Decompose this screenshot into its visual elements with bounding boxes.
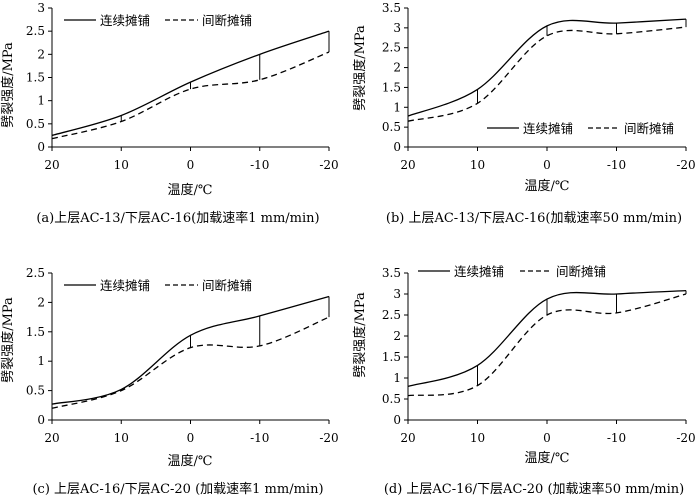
x-tick-label: 20 <box>400 431 415 445</box>
series-line-intermittent <box>407 26 687 122</box>
x-axis-label: 温度/℃ <box>525 450 570 466</box>
legend: 连续摊铺 间断摊铺 <box>64 278 252 293</box>
legend-label-continuous: 连续摊铺 <box>454 264 504 279</box>
y-tick-label: 0.5 <box>26 117 45 131</box>
y-tick-label: 0 <box>37 413 45 427</box>
legend-label-intermittent: 间断摊铺 <box>556 264 606 279</box>
y-tick-label: 0 <box>37 140 45 154</box>
y-tick-label: 3.5 <box>382 266 401 280</box>
legend-label-intermittent: 间断摊铺 <box>202 278 252 293</box>
series-line-continuous <box>51 30 330 137</box>
chart-caption: (d) 上层AC-16/下层AC-20 (加载速率50 mm/min) <box>384 481 684 497</box>
y-axis-label: 劈裂强度/MPa <box>0 42 16 128</box>
x-axis-label: 温度/℃ <box>168 453 213 469</box>
x-tick-label: -20 <box>319 431 338 445</box>
y-tick-label: 1 <box>393 100 401 114</box>
chart-caption: (b) 上层AC-13/下层AC-16(加载速率50 mm/min) <box>386 210 682 226</box>
legend-label-intermittent: 间断摊铺 <box>202 13 252 28</box>
y-tick-label: 0.5 <box>382 120 401 134</box>
y-tick-label: 2 <box>393 61 401 75</box>
x-tick-label: 0 <box>543 431 551 445</box>
y-tick-label: 3 <box>393 21 401 35</box>
y-tick-label: 0 <box>393 140 401 154</box>
y-tick-label: 1.5 <box>382 80 401 94</box>
y-tick-label: 2 <box>37 295 45 309</box>
x-tick-label: 10 <box>470 158 485 172</box>
y-tick-label: 3 <box>37 1 45 15</box>
y-tick-label: 1.5 <box>26 325 45 339</box>
series-line-intermittent <box>407 293 687 397</box>
y-tick-label: 2.5 <box>382 41 401 55</box>
x-tick-label: 10 <box>114 158 129 172</box>
y-tick-label: 1 <box>393 371 401 385</box>
y-tick-label: 1 <box>37 94 45 108</box>
y-tick-label: 2.5 <box>26 24 45 38</box>
y-tick-label: 1 <box>37 354 45 368</box>
x-tick-label: -10 <box>250 431 269 445</box>
chart-panel-a: 劈裂强度/MPa 温度/℃ (a)上层AC-13/下层AC-16(加载速率1 m… <box>0 1 339 226</box>
x-tick-label: -10 <box>250 158 269 172</box>
x-tick-label: -20 <box>676 431 695 445</box>
x-tick-label: 20 <box>44 431 59 445</box>
y-tick-label: 0.5 <box>26 384 45 398</box>
y-axis-label: 劈裂强度/MPa <box>352 292 368 378</box>
y-axis-label: 劈裂强度/MPa <box>0 297 16 383</box>
y-axis-label: 劈裂强度/MPa <box>352 25 368 111</box>
legend: 连续摊铺 间断摊铺 <box>418 264 606 279</box>
x-tick-label: 0 <box>187 431 195 445</box>
chart-caption: (a)上层AC-13/下层AC-16(加载速率1 mm/min) <box>36 210 319 226</box>
x-tick-label: 10 <box>114 431 129 445</box>
x-axis-label: 温度/℃ <box>525 178 570 194</box>
chart-caption: (c) 上层AC-16/下层AC-20 (加载速率1 mm/min) <box>32 481 323 497</box>
y-tick-label: 3 <box>393 287 401 301</box>
x-tick-label: 10 <box>470 431 485 445</box>
y-tick-label: 0.5 <box>382 392 401 406</box>
y-tick-label: 1.5 <box>26 71 45 85</box>
x-tick-label: 0 <box>187 158 195 172</box>
y-tick-label: 1.5 <box>382 350 401 364</box>
x-axis-label: 温度/℃ <box>168 182 213 198</box>
series-line-intermittent <box>51 316 330 409</box>
series-line-continuous <box>51 295 330 405</box>
legend-label-continuous: 连续摊铺 <box>100 278 150 293</box>
legend: 连续摊铺 间断摊铺 <box>64 13 252 28</box>
legend-label-intermittent: 间断摊铺 <box>624 121 674 136</box>
y-tick-label: 0 <box>393 413 401 427</box>
x-tick-label: -10 <box>607 431 626 445</box>
chart-panel-b: 劈裂强度/MPa 温度/℃ (b) 上层AC-13/下层AC-16(加载速率50… <box>352 1 696 226</box>
y-tick-label: 2 <box>37 47 45 61</box>
x-tick-label: -10 <box>607 158 626 172</box>
x-tick-label: 20 <box>44 158 59 172</box>
chart-panel-d: 劈裂强度/MPa 温度/℃ (d) 上层AC-16/下层AC-20 (加载速率5… <box>352 264 696 497</box>
y-tick-label: 2.5 <box>26 266 45 280</box>
series-line-intermittent <box>51 51 330 140</box>
legend-label-continuous: 连续摊铺 <box>100 13 150 28</box>
chart-panel-c: 劈裂强度/MPa 温度/℃ (c) 上层AC-16/下层AC-20 (加载速率1… <box>0 266 339 497</box>
x-tick-label: -20 <box>676 158 695 172</box>
y-tick-label: 3.5 <box>382 1 401 15</box>
legend: 连续摊铺 间断摊铺 <box>487 121 674 136</box>
x-tick-label: 20 <box>400 158 415 172</box>
legend-label-continuous: 连续摊铺 <box>523 121 573 136</box>
x-tick-label: -20 <box>319 158 338 172</box>
y-tick-label: 2.5 <box>382 308 401 322</box>
y-tick-label: 2 <box>393 329 401 343</box>
x-tick-label: 0 <box>543 158 551 172</box>
